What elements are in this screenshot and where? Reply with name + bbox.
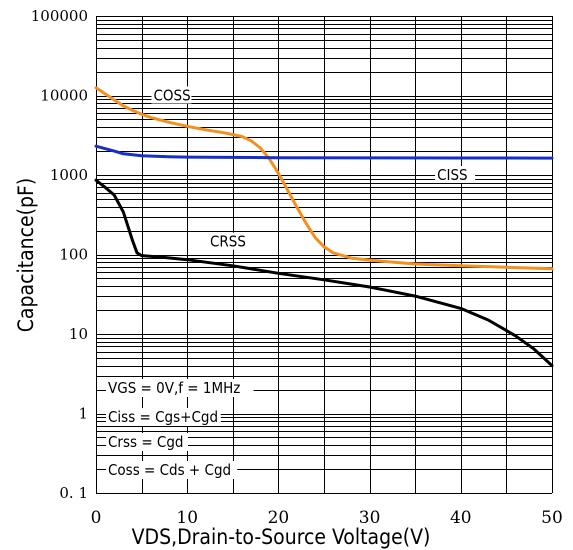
series-line-ciss (94, 144, 554, 160)
y-axis-label: Capacitance(pF) (14, 178, 38, 333)
annotation-line: Crss = Cgd (108, 433, 183, 451)
series-label-bg (151, 86, 192, 104)
x-tick-label: 30 (359, 508, 381, 528)
series-labels: COSS CISS CRSS (151, 86, 476, 251)
annotation-bg (106, 379, 254, 397)
series-label-ciss: CISS (437, 166, 468, 184)
series-lines (94, 86, 554, 368)
y-tick-label: 10000 (40, 87, 88, 105)
x-axis-label: VDS,Drain-to-Source Voltage(V) (132, 525, 431, 549)
series-line-crss (94, 178, 554, 368)
x-tick-label: 10 (176, 508, 198, 528)
y-tick-label: 1 (78, 405, 88, 423)
y-tick-label: 100 (59, 246, 88, 264)
series-line-coss (94, 86, 554, 271)
annotation-line: VGS = 0V,f = 1MHz (108, 379, 240, 397)
x-tick-label: 40 (450, 508, 472, 528)
series-label-bg (435, 166, 476, 183)
series-label-coss: COSS (153, 87, 190, 105)
y-tick-label: 100000 (31, 7, 88, 25)
annotation-bg (106, 408, 221, 426)
tick-labels: 0. 1 1 10 100 1000 10000 100000 0 10 20 30 40 50 (31, 7, 563, 528)
x-tick-label: 0 (91, 508, 102, 528)
y-tick-label: 1000 (50, 166, 88, 184)
x-tick-label: 50 (541, 508, 563, 528)
series-label-bg (208, 232, 248, 250)
annotation-line: Coss = Cds + Cgd (108, 461, 231, 479)
annotations: VGS = 0V,f = 1MHz Ciss = Cgs+Cgd Crss = Cg… (106, 379, 254, 479)
y-tick-label: 0. 1 (59, 484, 88, 502)
annotation-line: Ciss = Cgs+Cgd (108, 408, 218, 426)
series-label-crss: CRSS (210, 233, 246, 251)
y-tick-label: 10 (69, 325, 88, 343)
annotation-bg (106, 461, 238, 479)
x-tick-label: 20 (268, 508, 290, 528)
annotation-bg (106, 433, 188, 451)
